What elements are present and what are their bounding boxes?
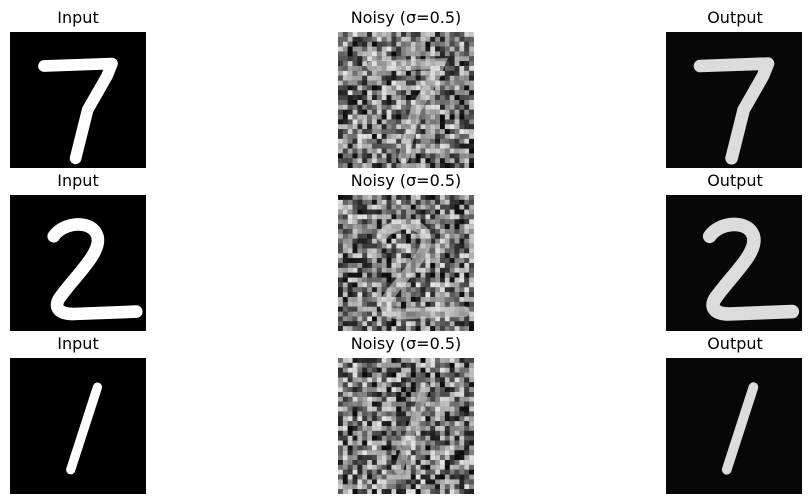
input-image-digit-1	[10, 358, 146, 494]
output-image-digit-2	[666, 195, 802, 331]
noisy-title: Noisy (σ=0.5)	[350, 171, 462, 190]
output-title: Output	[707, 171, 763, 190]
noisy-title: Noisy (σ=0.5)	[350, 334, 462, 353]
output-image-digit-7	[666, 32, 802, 168]
input-image-digit-7	[10, 32, 146, 168]
noisy-title: Noisy (σ=0.5)	[350, 8, 462, 27]
input-title: Input	[57, 8, 99, 27]
output-title: Output	[707, 8, 763, 27]
input-title: Input	[57, 334, 99, 353]
input-image-digit-2	[10, 195, 146, 331]
noisy-image-digit-7	[338, 32, 474, 168]
noisy-image-digit-2	[338, 195, 474, 331]
output-title: Output	[707, 334, 763, 353]
output-image-digit-1	[666, 358, 802, 494]
noisy-image-digit-1	[338, 358, 474, 494]
input-title: Input	[57, 171, 99, 190]
